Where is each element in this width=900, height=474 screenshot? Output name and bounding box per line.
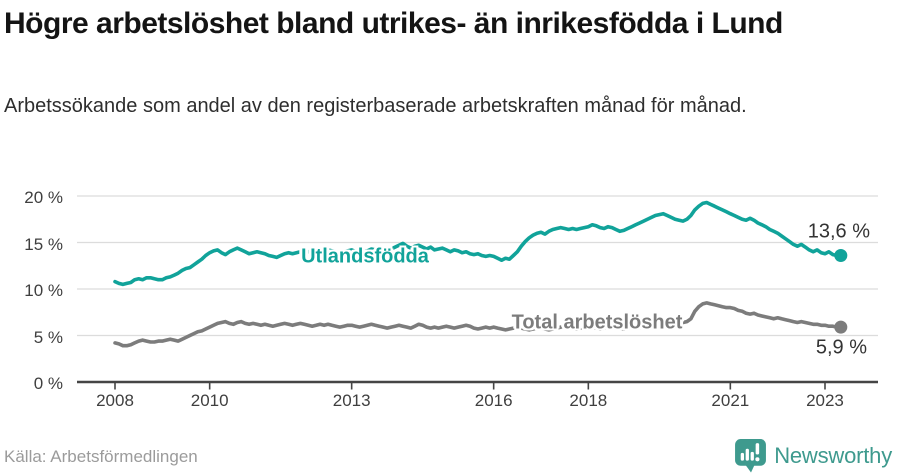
page-title: Högre arbetslöshet bland utrikes- än inr… [4, 7, 783, 40]
series-label-utlandsfodda: Utlandsfödda [301, 245, 429, 268]
series-line-utlandsfodda [113, 200, 843, 287]
x-tick-label: 2018 [569, 391, 608, 410]
y-tick-label: 10 % [24, 281, 63, 300]
series-label-total-arbetsloshet: Total arbetslöshet [511, 311, 683, 334]
x-tick-label: 2021 [711, 391, 750, 410]
y-tick-label: 15 % [24, 234, 63, 254]
page-subtitle: Arbetssökande som andel av den registerb… [4, 95, 747, 117]
end-value-label-utlandsfodda: 13,6 % [807, 220, 870, 243]
x-tick-label: 2013 [332, 391, 371, 410]
source-credit: Källa: Arbetsförmedlingen [4, 447, 198, 466]
series-end-dot-utlandsfodda [834, 249, 848, 262]
x-tick-label: 2010 [190, 391, 229, 410]
newsworthy-logo-icon [734, 438, 767, 473]
x-tick-label: 2008 [96, 391, 134, 410]
newsworthy-wordmark: Newsworthy [774, 442, 892, 468]
x-tick-label: 2016 [474, 391, 513, 410]
series-line-total [113, 301, 843, 348]
axis-ticks [114, 382, 826, 390]
end-value-label-total: 5,9 % [815, 336, 867, 359]
x-tick-label: 2023 [806, 391, 844, 410]
newsworthy-brand: Newsworthy [734, 438, 892, 473]
series-end-dot-total [834, 320, 848, 334]
y-tick-label: 5 % [33, 327, 63, 347]
y-tick-label: 0 % [33, 374, 63, 393]
y-tick-label: 20 % [24, 188, 63, 207]
gridlines [77, 195, 878, 337]
